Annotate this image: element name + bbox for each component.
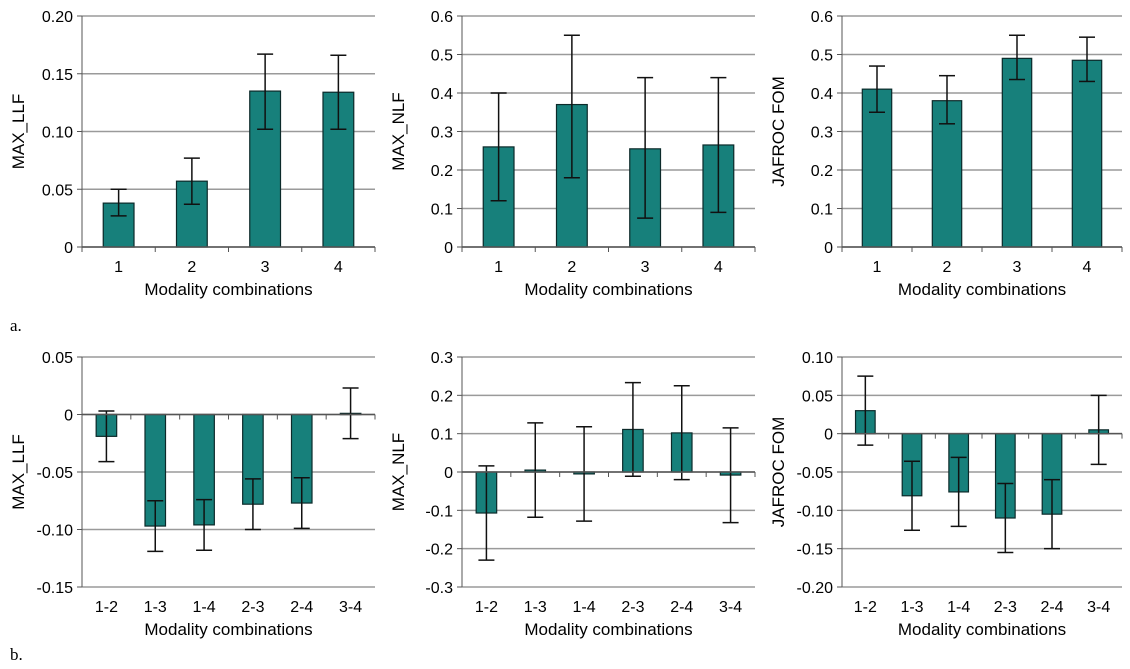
y-tick-label: -0.3	[425, 580, 453, 597]
y-tick-label: 0.10	[802, 350, 833, 367]
panel-label-b: b.	[10, 645, 23, 664]
x-tick-label: 1-4	[193, 599, 216, 616]
y-axis-title: MAX_NLF	[389, 433, 408, 511]
y-tick-label: 0.15	[42, 67, 73, 84]
panel-label-a: a.	[10, 316, 22, 335]
chart-panel-2: 0 0.1 0.2 0.3 0.4 0.5 0.6 1 2 3 4 Modality combinat…	[389, 9, 756, 299]
y-tick-label: 0.3	[431, 125, 453, 142]
chart-panel-1: 0 0.05 0.10 0.15 0.20 1 2 3 4 Modality combinatio…	[9, 9, 376, 299]
x-axis-title: Modality combinations	[144, 620, 312, 639]
y-tick-label: 0.4	[431, 86, 453, 103]
y-tick-label: 0.1	[431, 202, 453, 219]
y-axis-title: MAX_NLF	[389, 92, 408, 170]
y-tick-label: 0.6	[811, 9, 833, 26]
x-tick-label: 3-4	[339, 599, 362, 616]
y-tick-label: -0.2	[425, 542, 453, 559]
y-axis-title: JAFROC FOM	[769, 76, 788, 187]
x-tick-label: 2	[187, 259, 196, 276]
y-tick-label: -0.20	[797, 580, 834, 597]
y-tick-label: -0.15	[797, 542, 834, 559]
y-tick-label: 0	[64, 240, 73, 257]
x-tick-label: 2	[567, 259, 576, 276]
x-tick-label: 2-4	[290, 599, 313, 616]
x-tick-label: 1	[873, 259, 882, 276]
y-tick-label: 0.05	[802, 388, 833, 405]
y-tick-label: 0	[64, 408, 73, 425]
x-tick-label: 1	[114, 259, 123, 276]
x-tick-label: 2-4	[670, 599, 693, 616]
bar	[861, 88, 893, 248]
y-tick-label: 0	[824, 427, 833, 444]
x-tick-label: 3	[261, 259, 270, 276]
x-axis-title: Modality combinations	[898, 620, 1066, 639]
x-axis-title: Modality combinations	[524, 620, 692, 639]
x-tick-label: 4	[334, 259, 343, 276]
y-tick-label: 0.5	[811, 48, 833, 65]
y-tick-label: 0	[444, 240, 453, 257]
x-tick-label: 1-2	[475, 599, 498, 616]
x-tick-label: 2-3	[621, 599, 644, 616]
y-tick-label: 0.5	[431, 48, 453, 65]
y-tick-label: 0.1	[811, 202, 833, 219]
y-tick-label: -0.05	[797, 465, 834, 482]
y-tick-label: 0.05	[42, 182, 73, 199]
y-tick-label: 0.10	[42, 125, 73, 142]
y-tick-label: 0.20	[42, 9, 73, 26]
x-tick-label: 2-4	[1040, 599, 1063, 616]
y-tick-label: 0	[444, 465, 453, 482]
x-tick-label: 3	[1013, 259, 1022, 276]
x-tick-label: 4	[1083, 259, 1092, 276]
y-tick-label: 0.05	[42, 350, 73, 367]
bar	[1001, 57, 1033, 248]
x-tick-label: 1-3	[524, 599, 547, 616]
x-tick-label: 3-4	[719, 599, 742, 616]
y-axis-title: MAX_LLF	[9, 94, 28, 170]
x-axis-title: Modality combinations	[898, 280, 1066, 299]
bar	[931, 100, 963, 248]
chart-panel-3: 0 0.1 0.2 0.3 0.4 0.5 0.6 1 2 3 4 Modality combinat…	[769, 9, 1123, 299]
bar	[1071, 59, 1103, 248]
y-tick-label: -0.10	[797, 503, 834, 520]
y-tick-label: -0.15	[37, 580, 74, 597]
y-tick-label: -0.10	[37, 523, 74, 540]
y-tick-label: 0.2	[811, 163, 833, 180]
x-axis-title: Modality combinations	[144, 280, 312, 299]
x-tick-label: 3	[641, 259, 650, 276]
chart-panel-5: -0.3 -0.2 -0.1 0 0.1 0.2 0.3 1-2 1-3 1-4 2-3 2-4 3-4…	[389, 350, 756, 639]
y-tick-label: -0.1	[425, 503, 453, 520]
y-axis-title: JAFROC FOM	[769, 417, 788, 528]
x-tick-label: 3-4	[1087, 599, 1110, 616]
y-axis-title: MAX_LLF	[9, 434, 28, 510]
y-tick-label: 0.3	[811, 125, 833, 142]
x-tick-label: 1-4	[947, 599, 970, 616]
y-tick-label: 0	[824, 240, 833, 257]
x-tick-label: 1-3	[144, 599, 167, 616]
y-tick-label: 0.4	[811, 86, 833, 103]
x-tick-label: 1	[494, 259, 503, 276]
x-tick-label: 2	[943, 259, 952, 276]
x-axis-title: Modality combinations	[524, 280, 692, 299]
x-tick-label: 2-3	[994, 599, 1017, 616]
y-tick-label: 0.6	[431, 9, 453, 26]
chart-panel-4: -0.15 -0.10 -0.05 0 0.05 1-2 1-3 1-4 2-3 2-4 3-4 Mo…	[9, 350, 376, 639]
x-tick-label: 2-3	[241, 599, 264, 616]
y-tick-label: 0.1	[431, 427, 453, 444]
y-tick-label: 0.2	[431, 388, 453, 405]
x-tick-label: 1-2	[854, 599, 877, 616]
y-tick-label: 0.2	[431, 163, 453, 180]
chart-panel-6: -0.20 -0.15 -0.10 -0.05 0 0.05 0.10 1-2 1-3 1-4 2-…	[769, 350, 1123, 639]
y-tick-label: 0.3	[431, 350, 453, 367]
x-tick-label: 1-2	[95, 599, 118, 616]
x-tick-label: 1-3	[900, 599, 923, 616]
x-tick-label: 4	[714, 259, 723, 276]
x-tick-label: 1-4	[573, 599, 596, 616]
y-tick-label: -0.05	[37, 465, 74, 482]
